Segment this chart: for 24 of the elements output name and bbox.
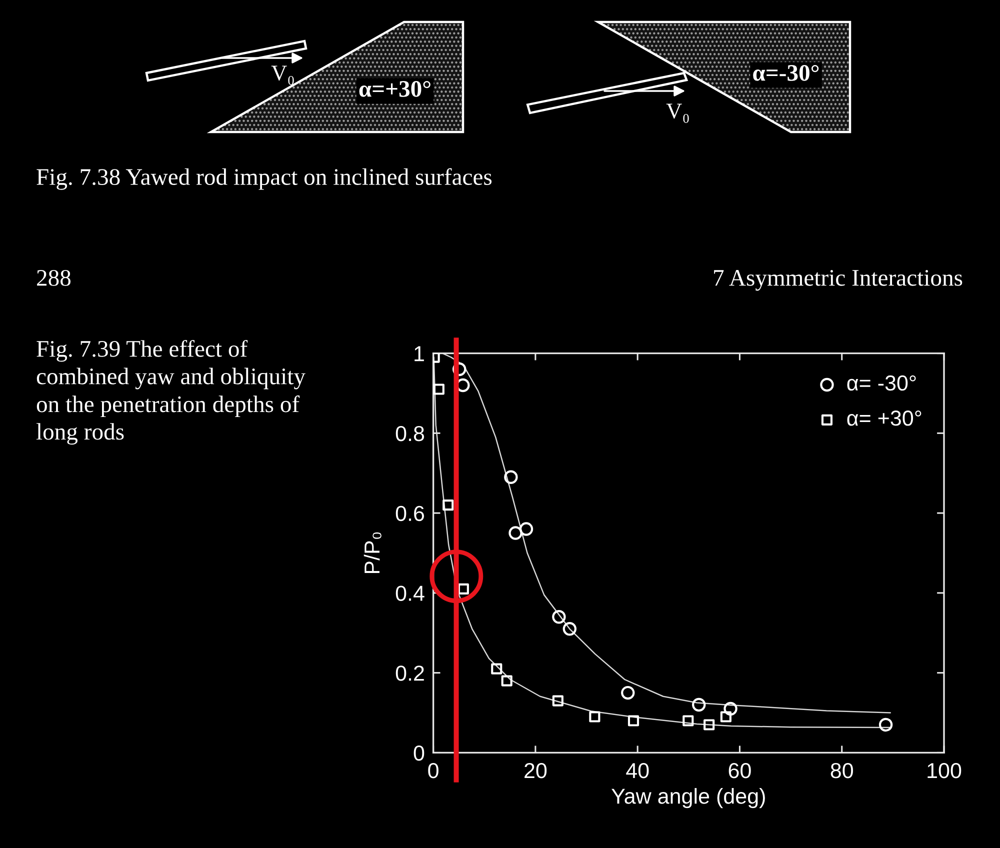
text: V₀ [666,104,689,123]
y-tick-label: 0.6 [396,506,424,522]
x-tick-label: 80 [830,762,853,778]
y-tick-label: 1 [414,346,424,362]
y-tick-label: 0.2 [396,666,424,681]
text: 7 Asymmetric Interactions [714,270,962,291]
x-tick-label: 60 [728,762,751,778]
legend-label: α= +30° [847,410,922,426]
y-tick-label: 0.4 [396,586,424,601]
text: 288 [37,270,71,286]
x-axis-title: Yaw angle (deg) [612,788,765,808]
text: V₀ [271,66,294,85]
y-axis-title: P/P₀ [364,532,382,574]
x-tick-label: 20 [524,762,547,778]
caption: Fig. 7.39 The effect of combined yaw and obliquity on the penetration depths of long rods [36,340,306,445]
caption: Fig. 7.38 Yawed rod impact on inclined surfaces [36,168,492,190]
x-tick-label: 0 [428,762,438,778]
text: α=+30° [359,80,430,97]
y-tick-label: 0 [414,745,424,761]
text: α=-30° [753,64,819,81]
x-tick-label: 100 [928,762,962,778]
x-tick-label: 40 [626,762,649,778]
legend-label: α= -30° [847,375,916,391]
y-tick-label: 0.8 [396,426,424,442]
